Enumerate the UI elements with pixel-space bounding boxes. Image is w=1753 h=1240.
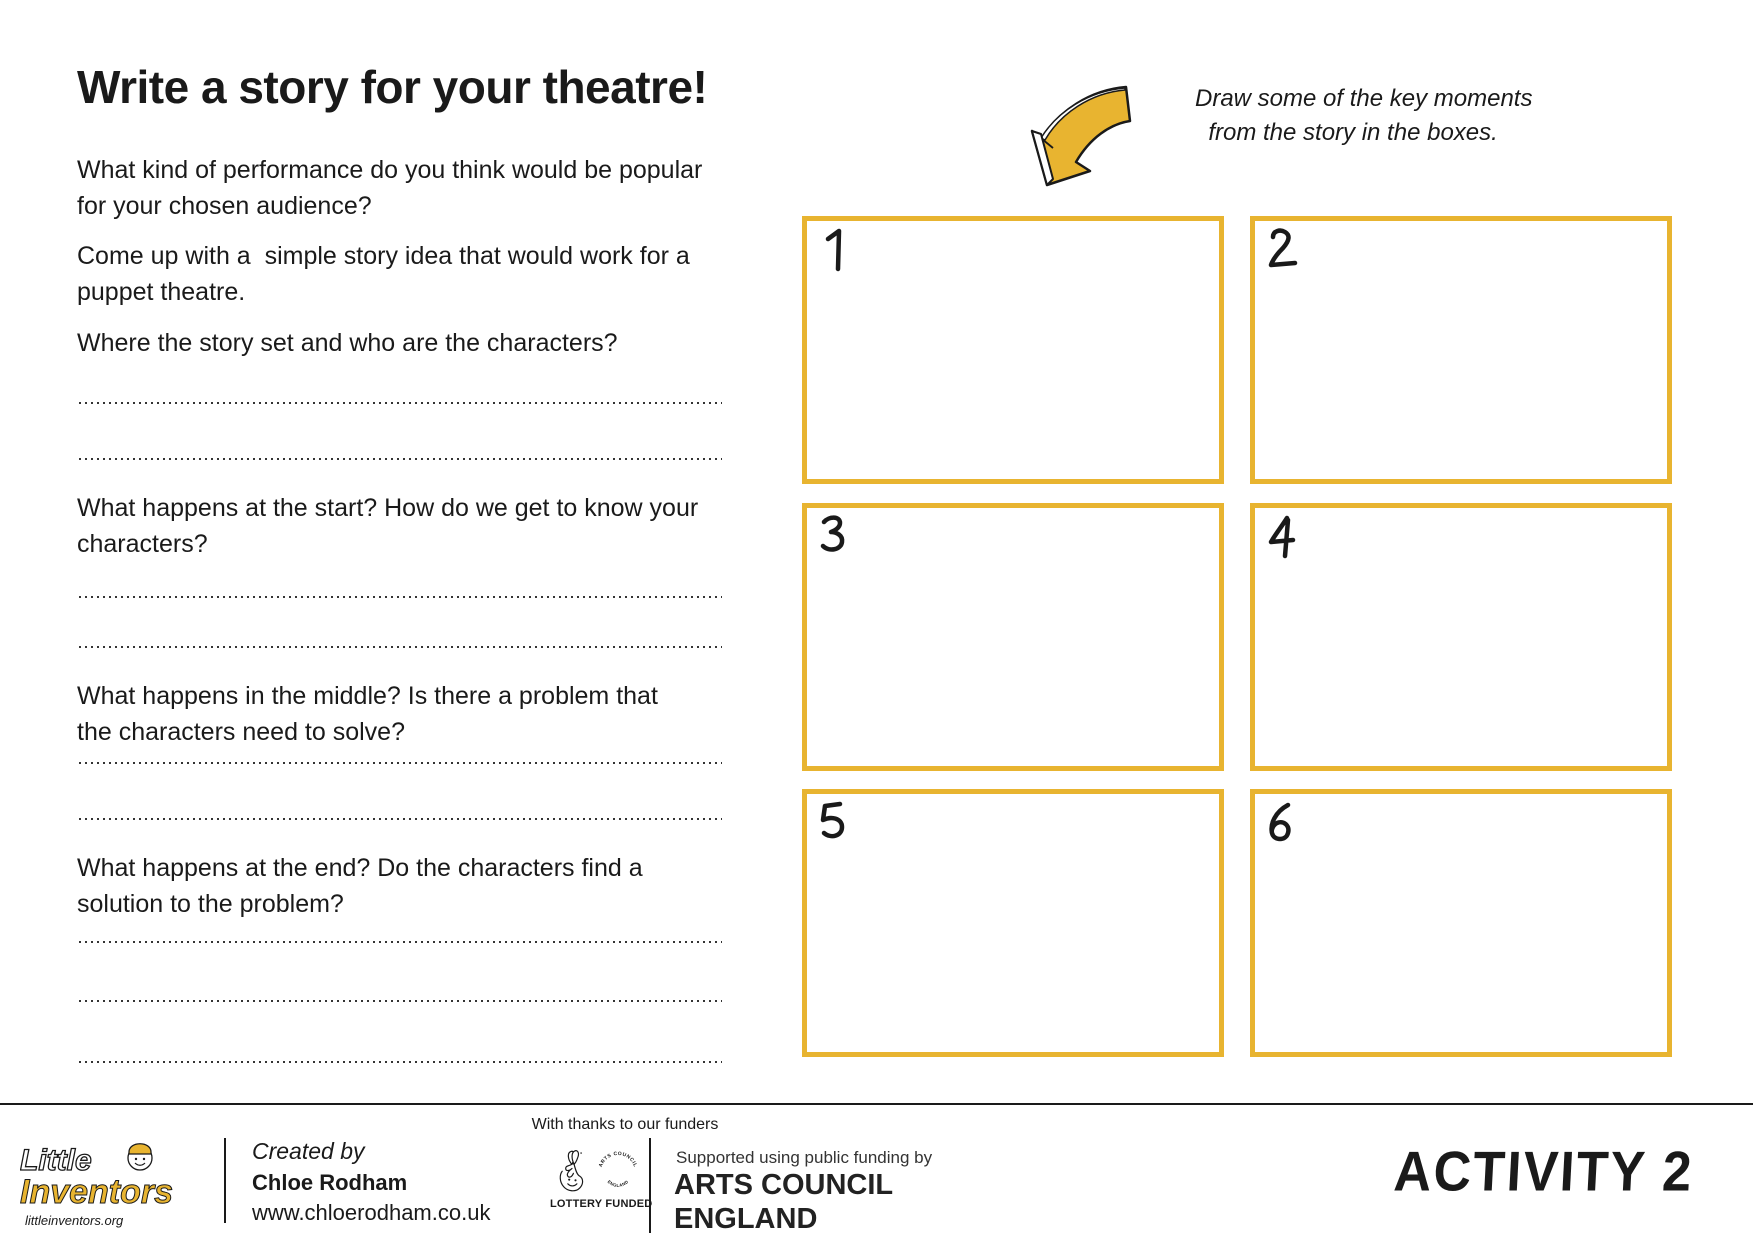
- svg-text:ARTS COUNCIL: ARTS COUNCIL: [598, 1151, 638, 1168]
- svg-text:ENGLAND: ENGLAND: [607, 1179, 630, 1188]
- svg-text:Inventors: Inventors: [20, 1173, 173, 1211]
